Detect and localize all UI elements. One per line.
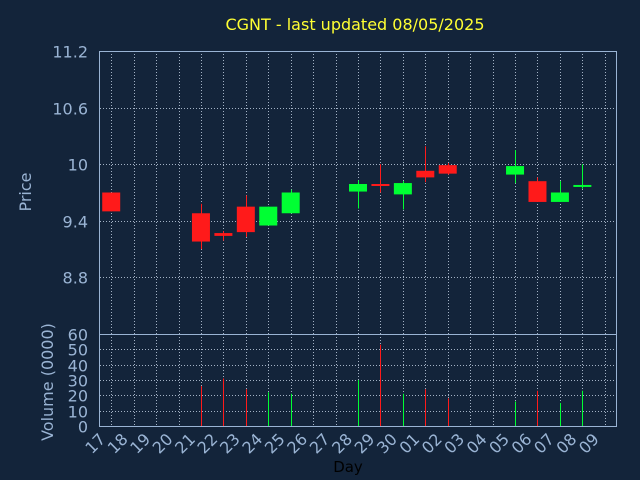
- candle: [214, 231, 233, 241]
- candle-body: [281, 192, 300, 214]
- x-tick-label: 09: [575, 430, 603, 458]
- candle-body: [550, 192, 569, 202]
- price-tick-label: 11.2: [52, 43, 88, 62]
- candle: [191, 203, 210, 250]
- price-tick-label: 8.8: [63, 269, 88, 288]
- candle-body: [371, 184, 390, 187]
- candle-body: [438, 165, 457, 174]
- price-y-ticks: 11.2 10.6 10 9.4 8.8: [52, 43, 88, 288]
- volume-tick-label: 30: [68, 372, 88, 391]
- candle: [102, 192, 121, 212]
- volume-axis-label: Volume (0000): [38, 323, 57, 441]
- candle: [550, 181, 569, 202]
- x-axis-label: Day: [333, 458, 363, 476]
- candle: [393, 181, 412, 210]
- candle-body: [528, 181, 547, 202]
- candle: [506, 150, 525, 184]
- volume-tick-label: 20: [68, 387, 88, 406]
- volume-panel-frame: [99, 334, 617, 427]
- candle: [349, 180, 367, 209]
- price-tick-label: 10: [68, 156, 88, 175]
- candle-body: [416, 170, 435, 178]
- price-tick-label: 9.4: [63, 213, 88, 232]
- price-tick-label: 10.6: [52, 100, 88, 119]
- candles: [102, 146, 592, 250]
- candle: [528, 177, 547, 202]
- candle-body: [102, 192, 121, 212]
- candle-body: [259, 206, 278, 226]
- candle-body: [393, 183, 412, 195]
- volume-tick-label: 0: [78, 418, 88, 437]
- candle: [236, 195, 255, 237]
- chart-title: CGNT - last updated 08/05/2025: [225, 15, 484, 34]
- candle-body: [349, 184, 367, 192]
- x-ticks: 1718192021222324252627282930010203040506…: [81, 430, 602, 458]
- volume-bars: [201, 344, 583, 426]
- volume-tick-label: 40: [68, 357, 88, 376]
- candle: [371, 164, 390, 193]
- candle-body: [573, 184, 592, 187]
- price-axis-label: Price: [16, 172, 35, 211]
- volume-tick-label: 50: [68, 341, 88, 360]
- candle-body: [506, 166, 525, 175]
- candle: [438, 163, 457, 175]
- candle: [259, 206, 278, 226]
- candle-body: [214, 233, 233, 236]
- candle: [573, 164, 592, 189]
- candle-body: [191, 213, 210, 242]
- candle: [416, 146, 435, 183]
- volume-tick-label: 60: [68, 326, 88, 345]
- candle-body: [236, 206, 255, 233]
- volume-tick-label: 10: [68, 403, 88, 422]
- candle: [281, 189, 300, 214]
